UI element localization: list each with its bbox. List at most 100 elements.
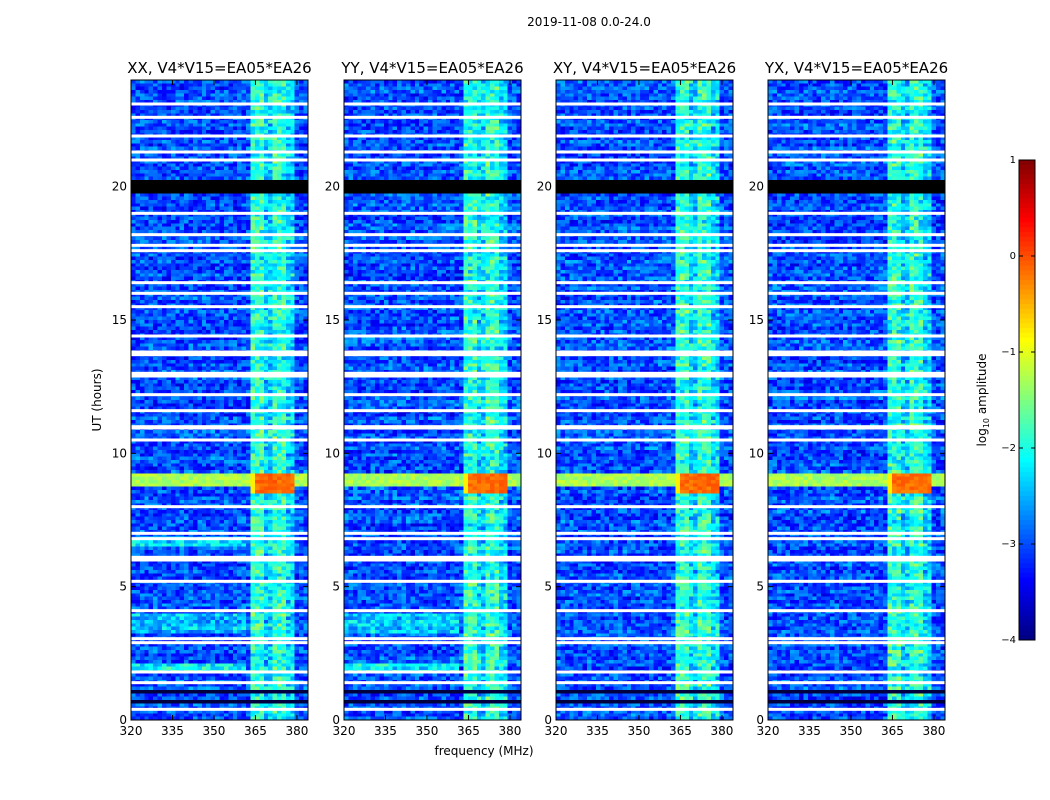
heatmap-cell <box>162 187 167 191</box>
heatmap-cell <box>202 180 207 184</box>
heatmap-cell <box>295 123 300 127</box>
heatmap-cell <box>220 180 225 184</box>
heatmap-cell <box>268 193 273 197</box>
heatmap-cell <box>131 173 136 177</box>
heatmap-cell <box>162 143 167 147</box>
heatmap-cell <box>144 180 149 184</box>
heatmap-cell <box>255 163 260 167</box>
heatmap-cell <box>215 177 220 181</box>
heatmap-cell <box>273 110 278 114</box>
heatmap-cell <box>166 83 171 87</box>
heatmap-cell <box>202 130 207 134</box>
heatmap-cell <box>246 193 251 197</box>
heatmap-cell <box>202 197 207 201</box>
heatmap-cell <box>131 193 136 197</box>
heatmap-cell <box>268 163 273 167</box>
heatmap-cell <box>273 120 278 124</box>
heatmap-cell <box>197 170 202 174</box>
heatmap-cell <box>268 173 273 177</box>
heatmap-cell <box>144 80 149 84</box>
heatmap-cell <box>228 93 233 97</box>
heatmap-cell <box>166 97 171 101</box>
heatmap-cell <box>286 130 291 134</box>
heatmap-cell <box>255 140 260 144</box>
heatmap-cell <box>131 190 136 194</box>
heatmap-cell <box>220 80 225 84</box>
heatmap-cell <box>250 167 255 171</box>
heatmap-cell <box>295 107 300 111</box>
heatmap-cell <box>135 177 140 181</box>
heatmap-cell <box>140 180 145 184</box>
heatmap-cell <box>162 107 167 111</box>
heatmap-cell <box>153 163 158 167</box>
heatmap-cell <box>162 183 167 187</box>
heatmap-cell <box>184 130 189 134</box>
heatmap-cell <box>175 127 180 131</box>
heatmap-cell <box>246 90 251 94</box>
heatmap-cell <box>197 173 202 177</box>
heatmap-cell <box>144 87 149 91</box>
heatmap-cell <box>299 107 304 111</box>
heatmap-cell <box>286 127 291 131</box>
heatmap-cell <box>175 93 180 97</box>
heatmap-cell <box>162 80 167 84</box>
heatmap-cell <box>166 173 171 177</box>
heatmap-cell <box>250 163 255 167</box>
heatmap-cell <box>211 173 216 177</box>
heatmap-cell <box>273 197 278 201</box>
heatmap-cell <box>281 123 286 127</box>
heatmap-cell <box>180 163 185 167</box>
heatmap-cell <box>242 90 247 94</box>
heatmap-cell <box>197 193 202 197</box>
heatmap-cell <box>140 153 145 157</box>
heatmap-cell <box>277 110 282 114</box>
heatmap-cell <box>158 93 163 97</box>
heatmap-cell <box>228 193 233 197</box>
heatmap-cell <box>166 107 171 111</box>
heatmap-cell <box>220 173 225 177</box>
heatmap-cell <box>224 190 229 194</box>
heatmap-cell <box>180 187 185 191</box>
heatmap-cell <box>149 93 154 97</box>
heatmap-cell <box>206 193 211 197</box>
heatmap-cell <box>224 120 229 124</box>
heatmap-cell <box>135 163 140 167</box>
heatmap-cell <box>211 197 216 201</box>
heatmap-cell <box>166 127 171 131</box>
heatmap-cell <box>295 90 300 94</box>
heatmap-cell <box>162 130 167 134</box>
heatmap-cell <box>206 80 211 84</box>
heatmap-cell <box>228 97 233 101</box>
heatmap-cell <box>140 147 145 151</box>
heatmap-cell <box>242 83 247 87</box>
heatmap-cell <box>171 167 176 171</box>
heatmap-cell <box>273 97 278 101</box>
heatmap-cell <box>153 130 158 134</box>
heatmap-cell <box>158 83 163 87</box>
heatmap-cell <box>135 200 140 204</box>
heatmap-cell <box>140 177 145 181</box>
heatmap-cell <box>268 90 273 94</box>
heatmap-cell <box>144 120 149 124</box>
heatmap-cell <box>135 153 140 157</box>
heatmap-cell <box>211 167 216 171</box>
heatmap-cell <box>206 123 211 127</box>
heatmap-cell <box>237 167 242 171</box>
heatmap-cell <box>242 140 247 144</box>
heatmap-cell <box>277 190 282 194</box>
heatmap-cell <box>273 147 278 151</box>
heatmap-cell <box>197 80 202 84</box>
heatmap-cell <box>299 193 304 197</box>
heatmap-cell <box>259 177 264 181</box>
heatmap-cell <box>228 107 233 111</box>
heatmap-cell <box>233 170 238 174</box>
heatmap-cell <box>228 140 233 144</box>
heatmap-cell <box>140 163 145 167</box>
heatmap-cell <box>180 120 185 124</box>
heatmap-cell <box>166 90 171 94</box>
heatmap-cell <box>299 93 304 97</box>
heatmap-cell <box>175 110 180 114</box>
heatmap-cell <box>202 143 207 147</box>
heatmap-cell <box>250 187 255 191</box>
heatmap-cell <box>153 143 158 147</box>
